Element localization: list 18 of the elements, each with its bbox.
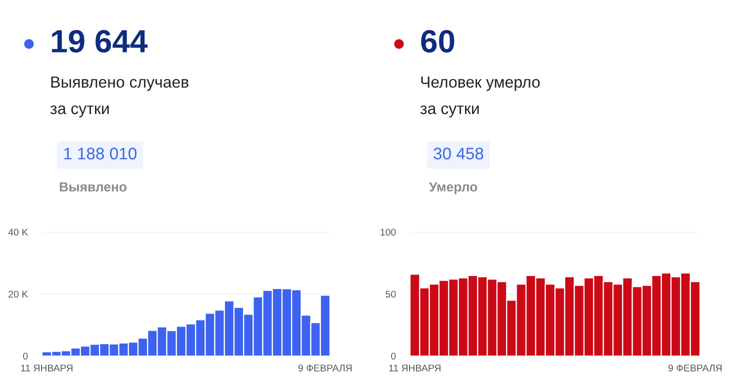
text: 1 188 010 [64,148,136,160]
y-tick-label: 0 [23,352,28,360]
y-tick-label: 20 K [8,290,28,298]
x-tick-label: 11 ЯНВАРЯ [21,364,72,372]
x-tick-label: 9 ФЕВРАЛЯ [298,364,352,372]
y-tick-label: 40 K [8,228,28,236]
y-tick-label: 100 [380,228,396,236]
y-tick-label: 50 [386,290,396,298]
y-tick-label: 0 [391,352,396,360]
text: Умерло [429,182,478,194]
x-tick-label: 9 ФЕВРАЛЯ [668,364,722,372]
chart-subtitle: Выявлено случаев за сутки [50,76,188,118]
chart-title: 19 644 [52,30,148,53]
chart-subtitle: Человек умерло за сутки [420,76,540,118]
text: 30 458 [434,148,484,160]
chart-title: 60 [421,30,454,53]
x-tick-label: 11 ЯНВАРЯ [389,364,440,372]
text: Выявлено [60,182,126,192]
